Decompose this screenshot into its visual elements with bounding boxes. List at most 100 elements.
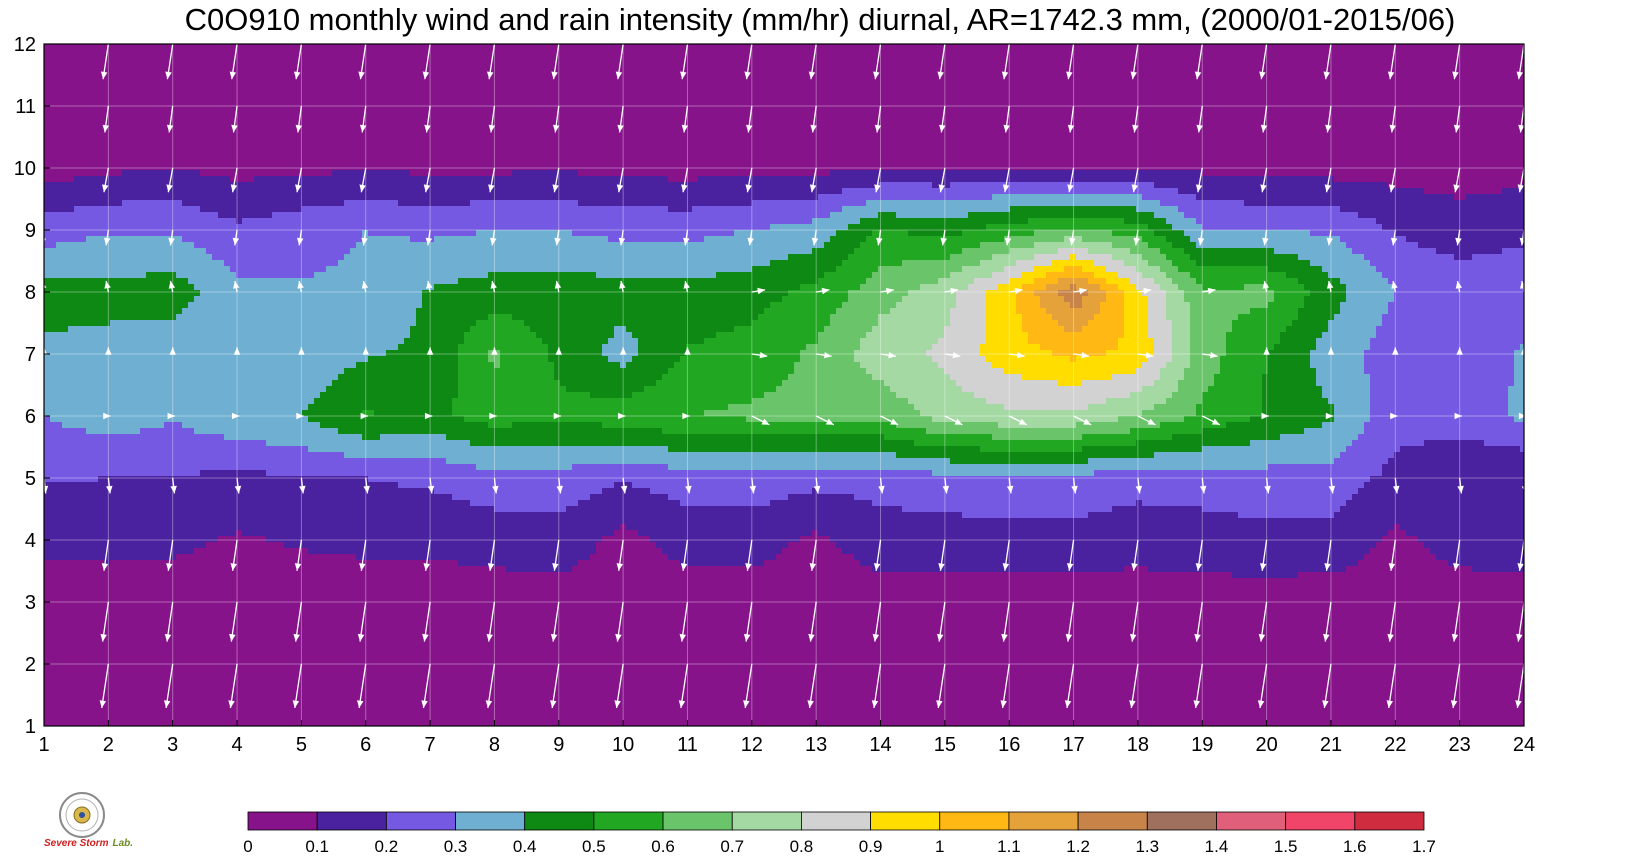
contour-cell (968, 74, 975, 81)
contour-cell (656, 92, 663, 99)
contour-cell (1262, 62, 1269, 69)
contour-cell (1256, 92, 1263, 99)
contour-cell (44, 152, 51, 159)
contour-cell (1418, 110, 1425, 117)
contour-cell (410, 122, 417, 129)
contour-cell (350, 158, 357, 165)
contour-cell (848, 128, 855, 135)
contour-cell (752, 92, 759, 99)
contour-cell (242, 122, 249, 129)
contour-cell (1208, 140, 1215, 147)
contour-cell (1178, 134, 1185, 141)
contour-cell (878, 134, 885, 141)
contour-cell (1364, 62, 1371, 69)
contour-cell (500, 140, 507, 147)
contour-cell (272, 110, 279, 117)
contour-cell (926, 122, 933, 129)
contour-cell (482, 110, 489, 117)
contour-cell (1244, 68, 1251, 75)
contour-cell (524, 74, 531, 81)
contour-cell (614, 50, 621, 57)
contour-cell (326, 92, 333, 99)
contour-cell (74, 146, 81, 153)
contour-cell (218, 56, 225, 63)
contour-cell (476, 92, 483, 99)
contour-cell (374, 110, 381, 117)
contour-cell (1136, 68, 1143, 75)
contour-cell (320, 56, 327, 63)
contour-cell (1502, 128, 1509, 135)
contour-cell (1004, 86, 1011, 93)
contour-cell (632, 146, 639, 153)
contour-cell (500, 50, 507, 57)
contour-cell (836, 122, 843, 129)
contour-cell (1502, 158, 1509, 165)
contour-cell (1340, 104, 1347, 111)
contour-cell (1070, 110, 1077, 117)
contour-cell (1094, 104, 1101, 111)
contour-cell (1460, 152, 1467, 159)
contour-cell (80, 44, 87, 51)
contour-cell (1028, 92, 1035, 99)
contour-cell (596, 128, 603, 135)
contour-cell (458, 86, 465, 93)
contour-cell (1124, 152, 1131, 159)
contour-cell (446, 134, 453, 141)
contour-cell (728, 62, 735, 69)
contour-cell (134, 98, 141, 105)
contour-cell (674, 50, 681, 57)
contour-cell (1118, 44, 1125, 51)
contour-cell (596, 110, 603, 117)
contour-cell (260, 158, 267, 165)
contour-cell (1502, 56, 1509, 63)
contour-cell (62, 122, 69, 129)
contour-cell (68, 44, 75, 51)
contour-cell (1100, 110, 1107, 117)
contour-cell (590, 104, 597, 111)
contour-cell (1418, 74, 1425, 81)
contour-cell (260, 134, 267, 141)
contour-cell (1046, 86, 1053, 93)
contour-cell (146, 104, 153, 111)
contour-cell (1370, 74, 1377, 81)
contour-cell (998, 152, 1005, 159)
contour-cell (926, 140, 933, 147)
contour-cell (572, 74, 579, 81)
contour-cell (908, 44, 915, 51)
contour-cell (98, 164, 105, 171)
contour-cell (878, 116, 885, 123)
contour-cell (266, 134, 273, 141)
contour-cell (1292, 68, 1299, 75)
contour-cell (548, 74, 555, 81)
contour-cell (1466, 158, 1473, 165)
contour-cell (626, 74, 633, 81)
contour-cell (1496, 158, 1503, 165)
contour-cell (1430, 80, 1437, 87)
contour-cell (1364, 98, 1371, 105)
contour-cell (758, 62, 765, 69)
contour-cell (800, 74, 807, 81)
contour-cell (818, 56, 825, 63)
contour-cell (962, 104, 969, 111)
contour-cell (692, 134, 699, 141)
contour-cell (110, 86, 117, 93)
contour-cell (1352, 62, 1359, 69)
contour-cell (332, 164, 339, 171)
contour-cell (722, 152, 729, 159)
contour-cell (188, 110, 195, 117)
contour-cell (170, 152, 177, 159)
contour-cell (56, 140, 63, 147)
contour-cell (1280, 128, 1287, 135)
contour-cell (1208, 128, 1215, 135)
contour-cell (1376, 116, 1383, 123)
contour-cell (560, 56, 567, 63)
contour-cell (518, 74, 525, 81)
contour-cell (1106, 110, 1113, 117)
contour-cell (248, 164, 255, 171)
contour-cell (320, 80, 327, 87)
contour-cell (1364, 158, 1371, 165)
contour-cell (578, 56, 585, 63)
contour-cell (1418, 128, 1425, 135)
contour-cell (1346, 44, 1353, 51)
contour-cell (1202, 92, 1209, 99)
